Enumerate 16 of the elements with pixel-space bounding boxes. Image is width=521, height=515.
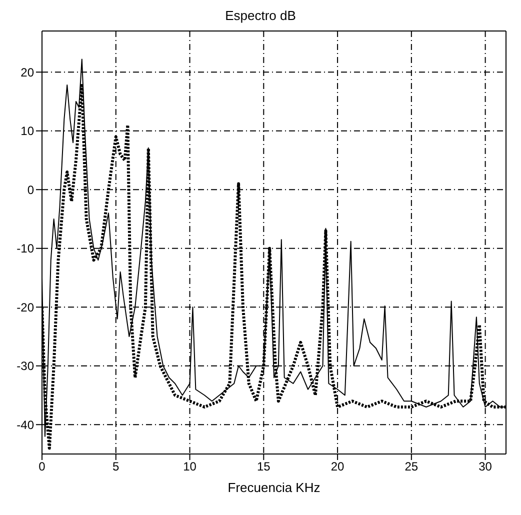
x-tick-label: 10 [183,460,197,474]
x-tick-label: 5 [112,460,120,474]
y-tick-label: -40 [16,418,34,432]
y-tick-label: 20 [20,65,34,80]
y-tick-label: -20 [16,300,34,314]
x-tick-label: 15 [256,460,271,474]
x-tick-label: 20 [330,460,345,474]
x-tick-label: 25 [404,460,418,474]
chart-title: Espectro dB [224,8,297,25]
x-tick-label: 0 [38,460,46,474]
x-axis-title: Frecuencia KHz [228,480,320,495]
y-tick-label: 0 [27,182,34,197]
y-tick-label: -10 [16,242,34,256]
y-tick-label: 10 [20,124,34,138]
x-tick-label: 30 [478,460,492,474]
y-tick-label: -30 [16,359,34,374]
